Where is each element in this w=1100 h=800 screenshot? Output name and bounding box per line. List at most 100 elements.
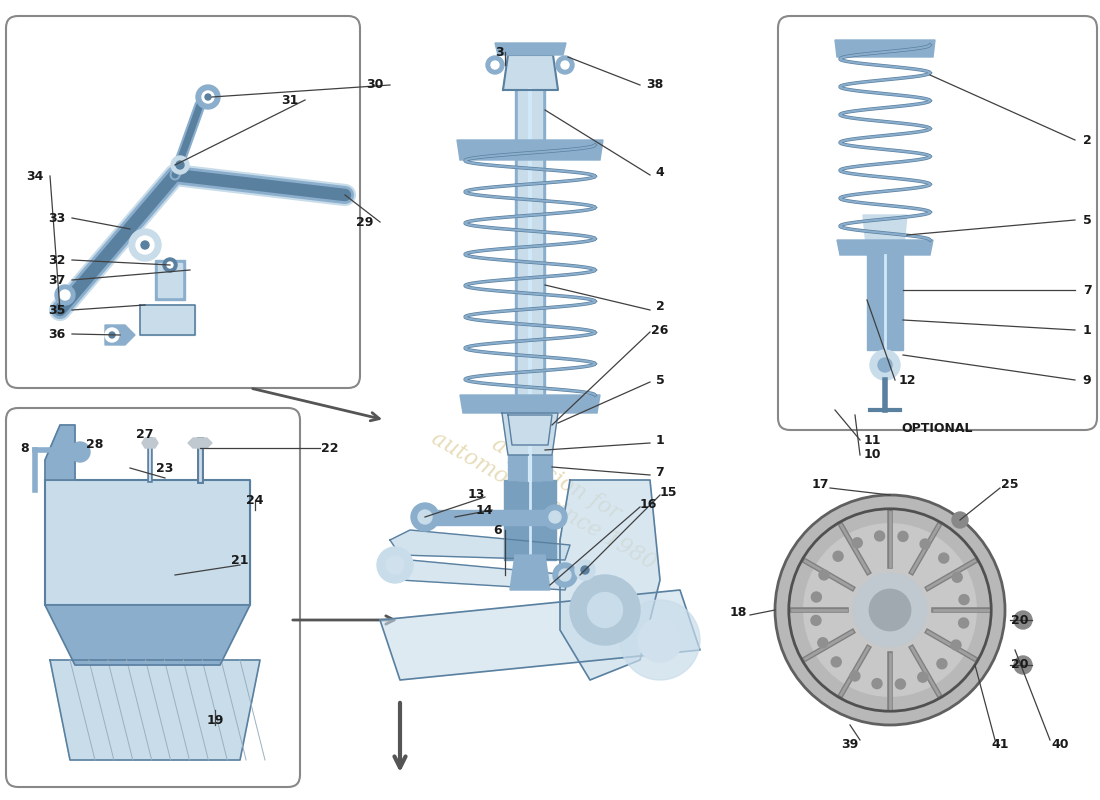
Text: 15: 15 [659,486,676,499]
Text: 37: 37 [48,274,66,286]
Circle shape [170,156,189,174]
Polygon shape [503,55,558,90]
Text: 3: 3 [496,46,504,58]
Text: 6: 6 [494,523,503,537]
Text: 1: 1 [656,434,664,446]
Text: 17: 17 [812,478,828,491]
Circle shape [917,672,927,682]
Circle shape [411,503,439,531]
Text: 27: 27 [136,429,154,442]
Polygon shape [837,240,933,255]
Polygon shape [508,455,552,480]
Circle shape [833,551,843,562]
Polygon shape [515,90,544,480]
Circle shape [852,538,862,548]
Text: 32: 32 [48,254,66,266]
Circle shape [850,671,860,681]
Polygon shape [508,415,552,445]
Polygon shape [390,560,570,590]
Text: 22: 22 [321,442,339,454]
Text: 23: 23 [156,462,174,474]
Circle shape [959,594,969,605]
Circle shape [543,505,566,529]
Polygon shape [415,510,560,525]
Text: 16: 16 [639,498,657,511]
Circle shape [869,590,911,630]
Text: a passion for
automotive since 1980: a passion for automotive since 1980 [428,406,672,574]
Circle shape [559,569,571,581]
Text: OPTIONAL: OPTIONAL [901,422,972,434]
Polygon shape [864,215,907,255]
Circle shape [952,512,968,528]
Text: 7: 7 [1082,283,1091,297]
Circle shape [491,61,499,69]
Text: 9: 9 [1082,374,1091,386]
Text: 30: 30 [366,78,384,91]
Circle shape [854,573,927,646]
Text: 34: 34 [26,170,44,182]
Circle shape [811,615,821,626]
Polygon shape [188,438,212,448]
Text: 5: 5 [1082,214,1091,226]
Circle shape [953,572,962,582]
Circle shape [587,593,623,627]
Circle shape [55,285,75,305]
Circle shape [176,161,184,169]
Polygon shape [456,140,603,160]
Circle shape [817,638,828,648]
Polygon shape [142,438,158,448]
Circle shape [418,510,432,524]
Text: 39: 39 [842,738,859,751]
Text: 41: 41 [991,738,1009,751]
Circle shape [104,328,119,342]
Circle shape [377,547,412,583]
Circle shape [575,560,595,580]
Circle shape [776,495,1005,725]
Text: 20: 20 [1011,614,1028,626]
Circle shape [878,358,892,372]
Circle shape [60,290,70,300]
Polygon shape [45,605,250,665]
Circle shape [581,566,589,574]
Text: 31: 31 [282,94,299,106]
Text: 24: 24 [246,494,264,506]
Text: 5: 5 [656,374,664,386]
Text: 35: 35 [48,303,66,317]
Text: 11: 11 [864,434,881,446]
Polygon shape [835,40,935,57]
Circle shape [870,350,900,380]
Text: 40: 40 [1052,738,1069,751]
Text: 1: 1 [1082,323,1091,337]
Polygon shape [504,480,556,560]
Polygon shape [104,325,135,345]
Polygon shape [140,305,195,335]
Text: 18: 18 [729,606,747,619]
Circle shape [832,657,842,667]
Circle shape [812,592,822,602]
Polygon shape [510,555,550,590]
Text: 19: 19 [207,714,223,726]
Circle shape [804,524,977,696]
Text: 2: 2 [656,301,664,314]
Circle shape [553,563,578,587]
Circle shape [958,618,969,628]
Text: 13: 13 [468,489,485,502]
Text: 28: 28 [86,438,103,451]
Polygon shape [867,255,903,350]
Circle shape [70,442,90,462]
Polygon shape [460,395,600,413]
Polygon shape [50,660,260,760]
Circle shape [938,553,949,563]
Circle shape [570,575,640,645]
Text: 29: 29 [356,215,374,229]
Text: 4: 4 [656,166,664,178]
Text: 12: 12 [899,374,915,386]
Circle shape [196,85,220,109]
Polygon shape [390,530,570,560]
Polygon shape [155,260,185,300]
Circle shape [136,236,154,254]
Text: 33: 33 [48,211,66,225]
Circle shape [820,570,829,580]
Circle shape [163,258,177,272]
Circle shape [937,658,947,669]
